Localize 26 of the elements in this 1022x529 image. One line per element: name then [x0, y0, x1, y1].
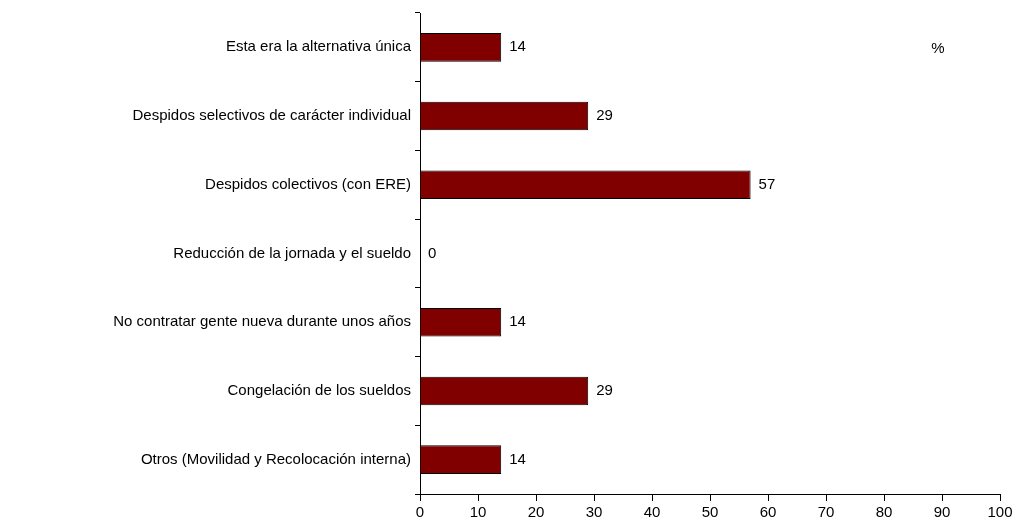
x-tick-label: 80	[875, 503, 893, 521]
data-label: 14	[509, 37, 526, 55]
x-tick-label: 60	[759, 503, 777, 521]
x-tick-label: 40	[643, 503, 661, 521]
x-tick-label: 70	[817, 503, 835, 521]
data-label: 29	[596, 106, 613, 124]
x-tick-label: 10	[469, 503, 487, 521]
y-tick-label: No contratar gente nueva durante unos años	[113, 312, 411, 330]
data-label: 0	[428, 243, 437, 261]
data-label: 14	[509, 312, 526, 330]
y-tick-label: Esta era la alternativa única	[225, 37, 412, 55]
x-tick-label: 30	[585, 503, 603, 521]
data-label: 57	[758, 174, 776, 192]
y-tick-label: Congelación de los sueldos	[227, 381, 411, 399]
x-tick-label: 50	[701, 503, 719, 521]
annotation: %	[931, 39, 945, 57]
x-tick-label: 20	[527, 503, 545, 521]
y-tick-label: Otros (Movilidad y Recolocación interna)	[140, 449, 411, 467]
x-tick-label: 0	[415, 503, 425, 521]
y-tick-label: Despidos colectivos (con ERE)	[205, 174, 411, 192]
x-tick-label: 90	[933, 503, 951, 521]
y-tick-label: Reducción de la jornada y el sueldo	[173, 243, 411, 261]
data-label: 14	[509, 449, 526, 467]
y-tick-label: Despidos selectivos de carácter individual	[132, 106, 411, 124]
data-label: 29	[596, 381, 613, 399]
x-tick-label: 100	[987, 503, 1013, 521]
